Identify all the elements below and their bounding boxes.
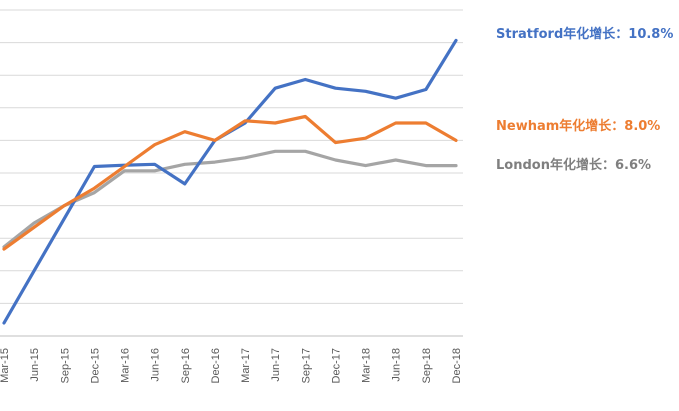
x-tick-label: Mar-18: [361, 348, 373, 383]
x-tick-label: Jun-17: [270, 348, 282, 382]
series-line-stratford: [2, 38, 458, 325]
legend-label-stratford: Stratford年化增长：10.8%: [496, 27, 674, 42]
series-line-london: [2, 149, 458, 249]
x-tick-label: Jun-18: [391, 348, 403, 382]
x-axis-tick-labels: Mar-15 Jun-15 Sep-15 Dec-15 Mar-16 Jun-16 Sep-…: [0, 348, 463, 383]
x-tick-label: Sep-16: [180, 348, 192, 383]
x-tick-label: Dec-15: [89, 348, 101, 383]
x-tick-label: Jun-15: [29, 348, 41, 382]
x-tick-label: Mar-17: [240, 348, 252, 383]
x-tick-label: Sep-18: [421, 348, 433, 383]
series-line-newham: [2, 114, 458, 251]
series-lines: [2, 38, 458, 325]
legend-label-london: London年化增长：6.6%: [496, 158, 652, 173]
gridlines: [0, 9, 463, 337]
x-tick-label: Jun-16: [150, 348, 162, 382]
x-tick-label: Sep-15: [59, 348, 71, 383]
x-tick-label: Sep-17: [300, 348, 312, 383]
legend-label-newham: Newham年化增长：8.0%: [496, 119, 661, 134]
x-tick-label: Dec-18: [451, 348, 463, 383]
x-tick-label: Mar-16: [120, 348, 132, 383]
x-tick-label: Dec-16: [210, 348, 222, 383]
x-tick-label: Dec-17: [330, 348, 342, 383]
x-tick-label: Mar-15: [0, 348, 11, 383]
